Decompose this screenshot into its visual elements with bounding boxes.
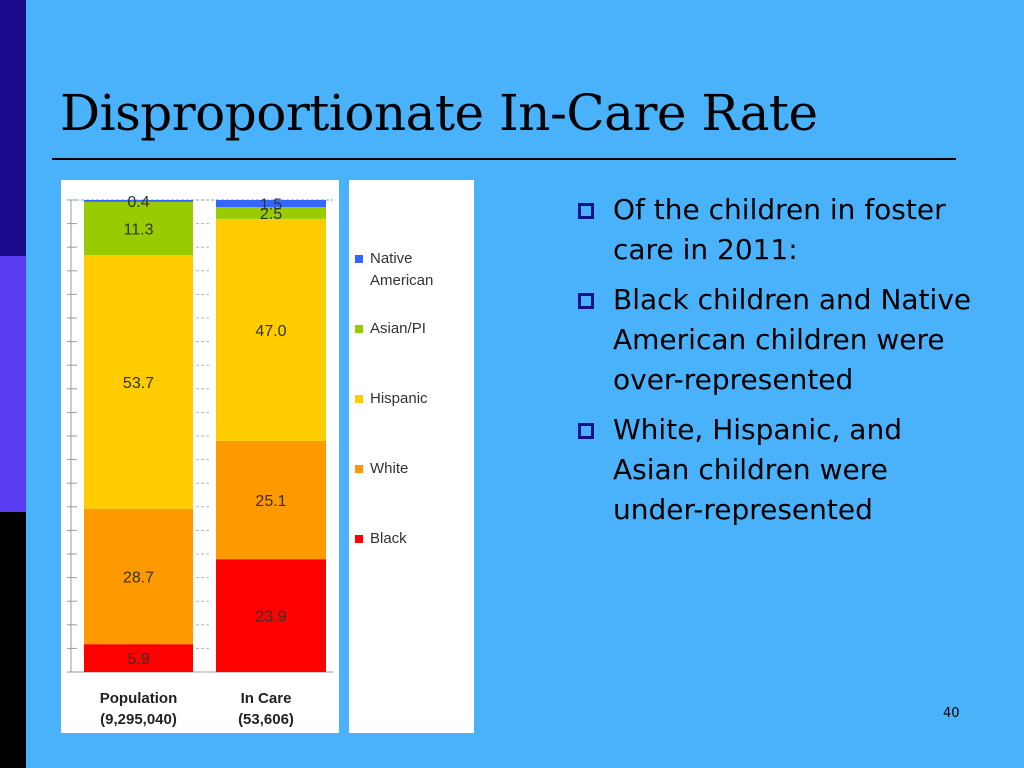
data-label: 0.4: [127, 194, 149, 211]
data-label: 53.7: [123, 375, 154, 392]
bar-segment: [216, 218, 326, 441]
legend-label: Native American: [370, 250, 434, 289]
bar-segment: [216, 559, 326, 672]
page-number: 40: [943, 706, 960, 721]
bullet-text: White, Hispanic, and Asian children were…: [613, 413, 902, 526]
side-strip-bottom: [0, 512, 26, 768]
bar-segment: [84, 201, 193, 256]
bar-segment: [216, 440, 326, 560]
bullet-text: Of the children in foster care in 2011:: [613, 193, 946, 266]
data-label: 25.1: [255, 493, 286, 510]
legend-item: White: [355, 458, 408, 480]
data-label: 23.9: [255, 609, 286, 626]
legend-label: Asian/PI: [370, 320, 426, 337]
legend-label: Black: [370, 530, 407, 547]
bullet-list: Of the children in foster care in 2011: …: [576, 190, 976, 540]
bar-segment: [84, 644, 193, 672]
bullet-item: Of the children in foster care in 2011:: [576, 190, 976, 270]
legend-item: Native American: [355, 248, 450, 292]
title-underline: [52, 158, 956, 160]
legend-label: White: [370, 460, 409, 477]
bullet-item: White, Hispanic, and Asian children were…: [576, 410, 976, 530]
data-label: 28.7: [123, 569, 154, 586]
bullet-square-icon: [578, 293, 594, 309]
stacked-bar-chart: 5.9 28.7 53.7 11.3 0.4 Population (9,295,040) 2…: [67, 194, 333, 728]
bar-segment: [84, 255, 193, 509]
bullet-square-icon: [578, 423, 594, 439]
data-label: 5.9: [127, 651, 149, 668]
data-label: 11.3: [124, 222, 154, 239]
legend-swatch: [355, 325, 363, 333]
x-tick-label: In Care: [241, 690, 292, 707]
legend-swatch: [355, 255, 363, 263]
x-tick-sublabel: (9,295,040): [100, 711, 177, 728]
bar-segment: [84, 200, 193, 202]
data-label: 47.0: [255, 323, 286, 340]
bullet-text: Black children and Native American child…: [613, 283, 972, 396]
legend-label: Hispanic: [370, 390, 428, 407]
bar-segment: [84, 508, 193, 645]
legend-swatch: [355, 535, 363, 543]
side-strip-middle: [0, 256, 26, 512]
chart-panel: 5.9 28.7 53.7 11.3 0.4 Population (9,295,040) 2…: [61, 180, 339, 733]
legend-swatch: [355, 395, 363, 403]
legend-item: Asian/PI: [355, 318, 426, 340]
bullet-item: Black children and Native American child…: [576, 280, 976, 400]
data-label: 2.5: [260, 206, 282, 223]
slide-title: Disproportionate In-Care Rate: [60, 84, 818, 142]
side-strip-top: [0, 0, 26, 256]
chart-legend: Native American Asian/PI Hispanic White Blac…: [349, 180, 474, 733]
bar-segment: [216, 207, 326, 219]
x-tick-sublabel: (53,606): [238, 711, 294, 728]
data-label: 1.5: [260, 197, 282, 214]
bullet-square-icon: [578, 203, 594, 219]
x-tick-label: Population: [100, 690, 178, 707]
bar-segment: [216, 200, 326, 208]
legend-swatch: [355, 465, 363, 473]
legend-item: Black: [355, 528, 407, 550]
legend-item: Hispanic: [355, 388, 428, 410]
